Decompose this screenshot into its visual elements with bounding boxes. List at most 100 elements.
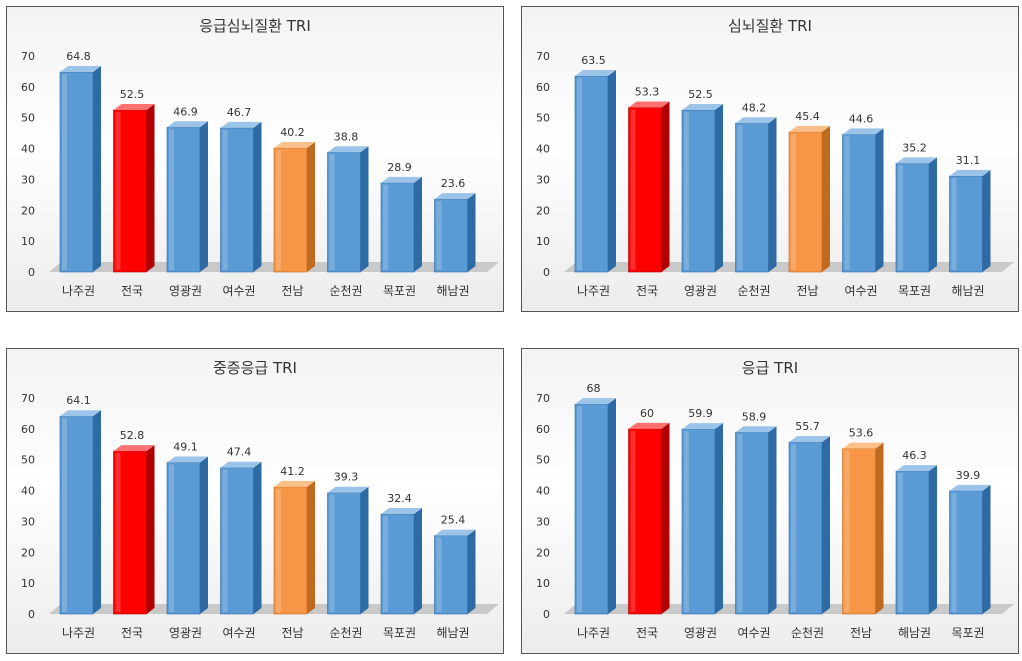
bar-front [113, 450, 147, 615]
bar-front [895, 163, 930, 273]
bar-top [896, 465, 937, 472]
bar-front [434, 535, 468, 615]
data-label: 59.9 [688, 407, 713, 420]
x-tick-label: 나주권 [577, 284, 610, 298]
x-tick-label: 나주권 [577, 626, 610, 640]
x-tick-label: 전국 [636, 284, 658, 298]
bar-top [381, 508, 422, 515]
bar-shine [436, 537, 442, 612]
bar-top [842, 128, 884, 135]
bar-top [220, 461, 262, 468]
data-label: 45.4 [795, 110, 820, 123]
y-tick-label: 30 [21, 173, 35, 186]
bar-side [929, 157, 937, 272]
x-tick-label: 목포권 [383, 284, 416, 298]
bar-side [414, 508, 422, 614]
data-label: 49.1 [173, 440, 198, 453]
bar-top [628, 422, 670, 429]
bar-front [842, 134, 876, 273]
data-label: 32.4 [387, 492, 412, 505]
bar-shine [115, 453, 121, 612]
bar [380, 176, 422, 273]
bar-side [253, 461, 262, 614]
y-tick-label: 60 [536, 81, 550, 94]
data-label: 63.5 [581, 54, 606, 67]
bar-shine [329, 494, 335, 612]
bar-front [735, 431, 769, 615]
data-label: 35.2 [902, 141, 927, 154]
x-tick-label: 해남권 [898, 626, 931, 640]
data-label: 25.4 [441, 514, 466, 527]
bar [434, 193, 476, 273]
x-tick-label: 전국 [636, 626, 658, 640]
chart-title: 심뇌질환 TRI [728, 17, 812, 35]
bar-shine [630, 109, 636, 270]
bar-top [60, 410, 101, 417]
x-tick-label: 전남 [796, 284, 818, 298]
bar-shine [577, 406, 582, 612]
bar [628, 101, 670, 273]
bar [166, 456, 208, 615]
data-label: 38.8 [334, 130, 359, 143]
bar-side [200, 121, 208, 272]
y-tick-label: 40 [536, 485, 550, 498]
data-label: 41.2 [280, 465, 305, 478]
x-tick-label: 영광권 [169, 284, 202, 298]
bar-side [253, 121, 262, 272]
bar-front [166, 126, 201, 273]
y-tick-label: 40 [21, 143, 35, 156]
bar-shine [737, 434, 743, 612]
bar-shine [222, 469, 228, 612]
bar-front [949, 490, 983, 615]
bar-shine [898, 165, 903, 270]
bar [681, 423, 723, 615]
bar-shine [383, 184, 388, 270]
y-tick-label: 50 [536, 454, 550, 467]
x-tick-label: 전남 [850, 626, 872, 640]
bar-shine [276, 149, 281, 270]
bar-front [628, 107, 662, 273]
bar-top [789, 125, 830, 132]
bar [628, 422, 670, 615]
data-label: 55.7 [795, 420, 820, 433]
bar-side [608, 398, 616, 614]
bar [113, 104, 155, 273]
bar-shine [951, 492, 957, 612]
bar [681, 104, 723, 273]
x-tick-label: 순천권 [329, 625, 362, 640]
y-tick-label: 20 [536, 204, 550, 217]
bar-shine [62, 74, 67, 270]
chart-panel-emergency-cardio-cerebro: 응급심뇌질환 TRI 0 10 20 30 40 50 60 70 64.8 나주권 52.5 전국 4… [6, 6, 504, 312]
y-tick-label: 20 [21, 204, 35, 217]
y-tick-label: 70 [536, 50, 550, 63]
bar-shine [898, 473, 903, 612]
chart-title: 응급심뇌질환 TRI [199, 17, 311, 35]
bar-front [380, 513, 415, 615]
bar [59, 410, 101, 615]
y-tick-label: 10 [21, 235, 35, 248]
x-tick-label: 나주권 [62, 626, 95, 640]
x-tick-label: 여수권 [844, 284, 877, 298]
bar-side [982, 170, 991, 272]
bar-shine [791, 444, 796, 612]
y-tick-label: 10 [21, 577, 35, 590]
chart-panel-emergency: 응급 TRI 0 10 20 30 40 50 60 70 68 나주권 60 전국 59.9 영광권 58… [521, 348, 1019, 654]
bar-shine [222, 129, 228, 270]
bar [895, 157, 937, 273]
chart-panel-cardio-cerebro: 심뇌질환 TRI 0 10 20 30 40 50 60 70 63.5 나주권 53.3 전국 52.… [521, 6, 1019, 312]
data-label: 39.9 [956, 469, 981, 482]
bar-front [327, 151, 361, 273]
x-tick-label: 영광권 [684, 626, 717, 640]
chart-svg: 0 10 20 30 40 50 60 70 64.1 나주권 52.8 전국 49.1 영광권 47.4 여… [21, 392, 499, 640]
bar-side [661, 101, 670, 272]
bar-side [93, 66, 101, 272]
bar-shine [844, 450, 850, 612]
bar-shine [737, 125, 743, 270]
bar-front [327, 492, 361, 615]
data-label: 39.3 [334, 471, 359, 484]
data-label: 47.4 [227, 446, 252, 459]
bar-side [929, 465, 937, 614]
x-tick-label: 목포권 [383, 626, 416, 640]
bar-shine [169, 464, 174, 612]
bar-side [467, 193, 476, 272]
